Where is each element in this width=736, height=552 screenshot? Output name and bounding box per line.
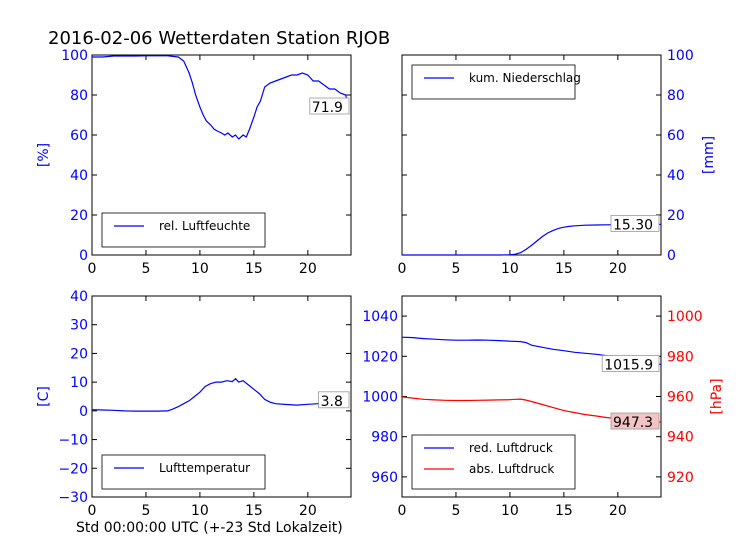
y2-tick-label: 960 (667, 390, 694, 406)
last-value-annotation: 3.8 (321, 394, 343, 410)
x-tick-label: 0 (88, 503, 97, 519)
last-value-annotation-box (318, 391, 350, 409)
x-tick-label: 5 (141, 261, 150, 277)
panel-pressure: 0 5 10 15 20 960 980 1000 1020 1040 920 940 960 980 10… (362, 295, 725, 519)
y-tick-label: 1000 (362, 390, 398, 406)
last-value-annotation-box (309, 97, 350, 115)
last-value-annotation-box (601, 355, 660, 372)
last-value-annotation-2-box (610, 412, 660, 430)
y-tick-label: 30 (70, 318, 88, 334)
y-tick-label: 40 (70, 289, 88, 305)
y-tick-label: 980 (371, 430, 398, 446)
y2-tick-label: 980 (667, 349, 694, 365)
y-axis-label: [C] (36, 386, 52, 407)
panel-precip: 0 5 10 15 20 0 20 40 60 80 100 [mm] kum. Niederschla… (398, 48, 717, 277)
y-tick-label: 0 (79, 404, 88, 420)
y-tick-label: 10 (70, 375, 88, 391)
legend-label: red. Luftdruck (469, 441, 553, 455)
last-value-annotation: 71.9 (312, 100, 343, 116)
panel-temperature: 0 5 10 15 20 −30 −20 −10 0 10 20 30 40 [C] Lufttempera… (36, 289, 352, 519)
x-tick-label: 0 (398, 503, 407, 519)
y-tick-label: 20 (70, 346, 88, 362)
x-tick-label: 5 (451, 503, 460, 519)
y-tick-label: −20 (58, 461, 88, 477)
y-tick-label: −10 (58, 433, 88, 449)
x-tick-label: 20 (609, 503, 627, 519)
legend-box (411, 434, 576, 490)
x-tick-label: 15 (245, 503, 263, 519)
x-tick-label: 10 (191, 261, 209, 277)
last-value-annotation: 1015.9 (604, 358, 653, 374)
chart-title: 2016-02-06 Wetterdaten Station RJOB (48, 28, 390, 49)
y-tick-label: 960 (371, 470, 398, 486)
x-tick-label: 10 (501, 261, 519, 277)
y-tick-label: 40 (70, 168, 88, 184)
x-tick-label: 20 (299, 503, 317, 519)
y-tick-label: 20 (667, 208, 685, 224)
legend-box (101, 454, 266, 490)
x-tick-label: 20 (299, 261, 317, 277)
y-tick-label: 60 (667, 128, 685, 144)
y-tick-label: 1020 (362, 349, 398, 365)
series-line (92, 55, 350, 140)
x-tick-label: 10 (191, 503, 209, 519)
x-tick-label: 15 (555, 503, 573, 519)
y-tick-label: 80 (70, 88, 88, 104)
legend-box (101, 212, 266, 248)
y-tick-label: 60 (70, 128, 88, 144)
legend-label: rel. Luftfeuchte (159, 219, 250, 233)
y-tick-label: 100 (61, 48, 88, 64)
legend-label: abs. Luftdruck (469, 462, 554, 476)
y-tick-label: 20 (70, 208, 88, 224)
last-value-annotation: 15.30 (613, 217, 653, 233)
y-tick-label: 0 (79, 248, 88, 264)
y-tick-label: 0 (667, 248, 676, 264)
x-tick-label: 5 (451, 261, 460, 277)
y-tick-label: 40 (667, 168, 685, 184)
y-tick-label: 80 (667, 88, 685, 104)
x-tick-label: 15 (555, 261, 573, 277)
last-value-annotation-box (610, 214, 660, 232)
last-value-annotation-2: 947.3 (613, 415, 653, 431)
series-line (91, 377, 349, 412)
y2-tick-label: 920 (667, 470, 694, 486)
x-tick-label: 10 (501, 503, 519, 519)
y2-tick-label: 1000 (667, 309, 703, 325)
y-axis-label: [mm] (701, 136, 717, 174)
legend-box (411, 64, 576, 100)
x-tick-label: 0 (398, 261, 407, 277)
x-tick-label: 20 (609, 261, 627, 277)
x-tick-label: 15 (245, 261, 263, 277)
y2-axis-label: [hPa] (709, 378, 725, 414)
legend-label: kum. Niederschlag (469, 71, 581, 85)
y-tick-label: −30 (58, 490, 88, 506)
y2-tick-label: 940 (667, 430, 694, 446)
y-tick-label: 1040 (362, 309, 398, 325)
legend-label: Lufttemperatur (159, 461, 250, 475)
panel-humidity: 0 5 10 15 20 0 20 40 60 80 100 [%] rel. Luftfeuchte 7… (36, 48, 352, 277)
x-axis-footer: Std 00:00:00 UTC (+-23 Std Lokalzeit) (76, 520, 343, 536)
x-tick-label: 5 (141, 503, 150, 519)
y-axis-label: [%] (36, 143, 52, 167)
y-tick-label: 100 (667, 48, 694, 64)
x-tick-label: 0 (88, 261, 97, 277)
